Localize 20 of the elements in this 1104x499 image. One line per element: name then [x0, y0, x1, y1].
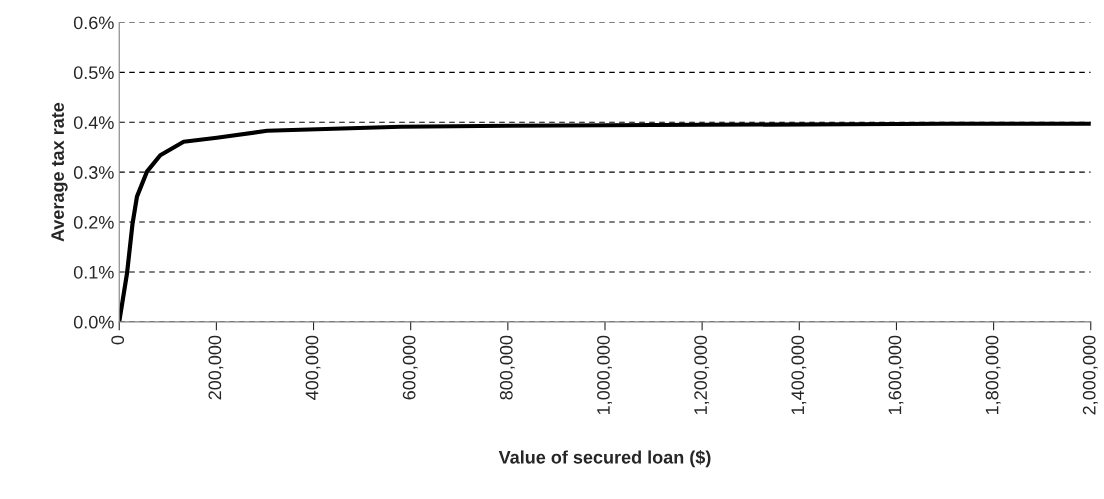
y-tick-label: 0.6%: [73, 16, 114, 30]
x-axis-title: Value of secured loan ($): [498, 450, 711, 468]
x-tick-label: 200,000: [208, 335, 224, 400]
x-tick-label: 400,000: [305, 335, 321, 400]
x-tick-label: 800,000: [499, 335, 515, 400]
x-tick-label: 1,000,000: [597, 335, 612, 414]
y-tick-label: 0.5%: [73, 66, 114, 80]
x-tick-label: 1,200,000: [694, 335, 710, 414]
x-tick-label: 1,400,000: [791, 335, 807, 414]
y-tick-label: 0.4%: [73, 116, 114, 129]
y-tick-label: 0.1%: [73, 265, 114, 279]
y-tick-label: 0.0%: [73, 315, 114, 329]
x-tick-label: 600,000: [402, 335, 418, 400]
y-tick-label: 0.2%: [73, 215, 114, 229]
x-tick-label: 0: [111, 335, 125, 345]
x-tick-label: 2,000,000: [1082, 335, 1098, 415]
y-axis-title: Average tax rate: [51, 102, 68, 242]
x-tick-label: 1,800,000: [985, 335, 1001, 414]
y-tick-label: 0.3%: [73, 166, 114, 179]
x-tick-label: 1,600,000: [888, 335, 904, 414]
